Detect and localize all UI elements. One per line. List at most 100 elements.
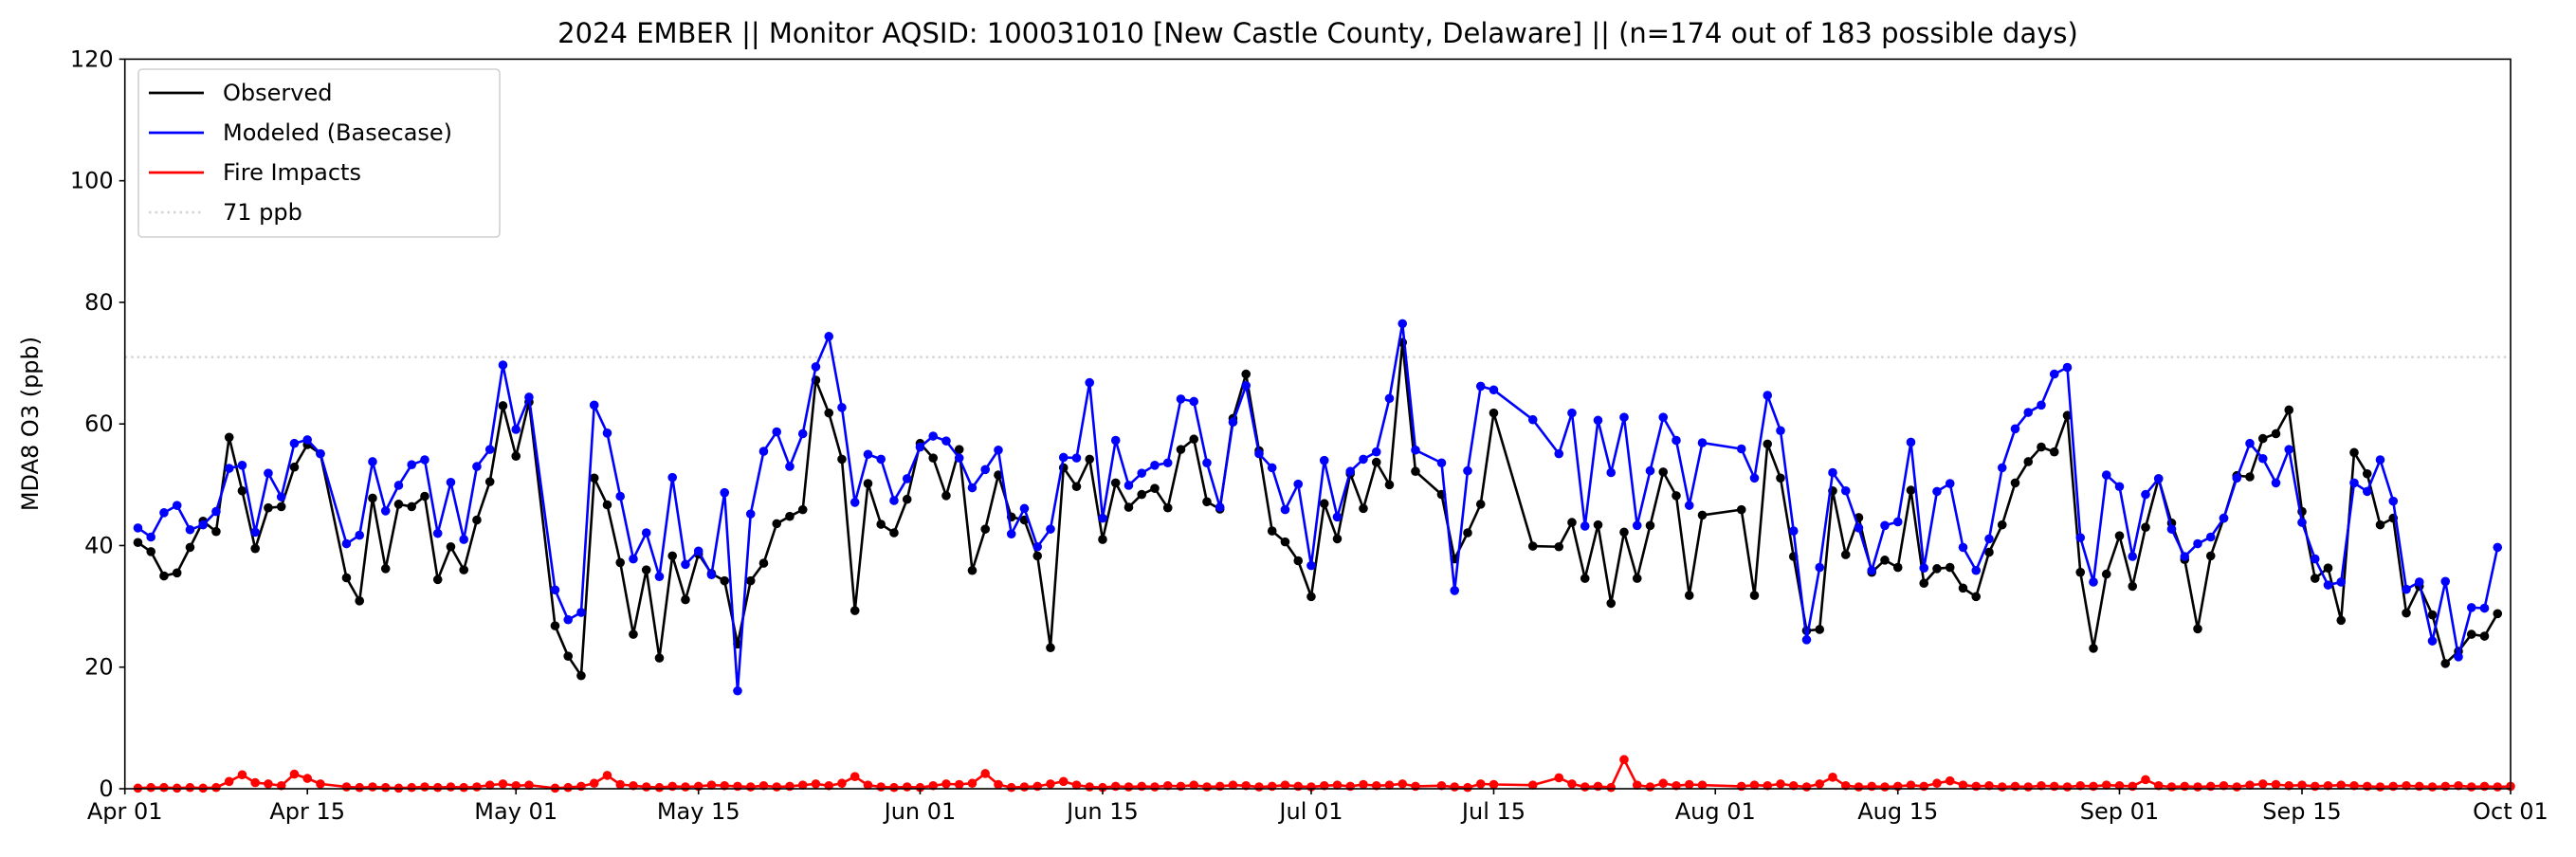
data-point	[1554, 773, 1564, 783]
data-point	[1058, 776, 1069, 787]
data-point	[2023, 408, 2034, 417]
data-point	[185, 542, 195, 553]
data-point	[511, 451, 521, 461]
data-point	[1006, 782, 1016, 793]
data-point	[954, 779, 964, 790]
data-point	[2141, 489, 2150, 500]
data-point	[902, 474, 912, 483]
data-point	[511, 780, 521, 791]
data-point	[1632, 574, 1642, 583]
data-point	[380, 564, 391, 574]
data-point	[264, 502, 273, 513]
data-point	[2232, 782, 2242, 792]
data-point	[1828, 773, 1837, 782]
data-point	[1098, 782, 1107, 793]
x-tick-label: Sep 01	[2080, 798, 2159, 825]
data-point	[2323, 580, 2333, 590]
data-point	[1919, 563, 1929, 573]
data-point	[2023, 457, 2034, 466]
data-point	[2336, 780, 2347, 790]
series-fire-impacts	[133, 755, 2515, 793]
data-point	[2010, 478, 2020, 488]
data-point	[498, 779, 508, 789]
data-point	[1854, 782, 1864, 792]
data-point	[1892, 562, 1903, 573]
data-point	[1436, 458, 1447, 468]
data-point	[2375, 520, 2385, 530]
data-point	[1032, 551, 1043, 561]
data-point	[368, 782, 377, 792]
data-point	[1527, 414, 1538, 425]
data-point	[2128, 581, 2138, 592]
data-point	[733, 685, 742, 696]
data-point	[1971, 592, 1982, 602]
data-point	[2310, 554, 2320, 564]
data-point	[1763, 439, 1773, 449]
data-point	[1228, 417, 1238, 428]
data-point	[2427, 636, 2438, 646]
data-point	[967, 483, 977, 493]
data-point	[341, 782, 352, 792]
data-point	[967, 778, 977, 789]
data-point	[863, 780, 873, 790]
x-tick-label: Apr 01	[87, 798, 163, 825]
data-point	[641, 782, 651, 792]
data-point	[1880, 520, 1890, 531]
data-point	[641, 528, 651, 538]
series-line	[137, 340, 2499, 678]
data-point	[2466, 782, 2476, 792]
data-point	[1046, 524, 1055, 534]
data-point	[1162, 780, 1173, 791]
data-point	[211, 526, 221, 537]
data-point	[316, 448, 325, 459]
data-point	[2493, 782, 2503, 792]
data-point	[629, 554, 638, 564]
data-point	[1984, 780, 1994, 791]
data-point	[407, 782, 417, 793]
data-point	[1098, 513, 1107, 523]
data-point	[2479, 603, 2490, 613]
data-point	[1280, 780, 1290, 790]
data-point	[1006, 529, 1016, 539]
data-point	[1345, 466, 1356, 477]
data-point	[1293, 556, 1304, 566]
data-point	[797, 428, 808, 439]
data-point	[1176, 394, 1186, 404]
data-point	[863, 479, 873, 488]
data-point	[837, 454, 847, 465]
data-point	[681, 782, 690, 792]
data-point	[1306, 592, 1316, 602]
data-point	[2375, 455, 2385, 465]
data-point	[2166, 524, 2177, 534]
data-point	[459, 565, 469, 574]
y-tick-label: 0	[99, 775, 113, 802]
data-point	[824, 408, 834, 418]
data-point	[1319, 455, 1329, 465]
data-point	[1463, 465, 1472, 476]
data-point	[1267, 463, 1277, 473]
data-point	[2245, 438, 2255, 448]
data-point	[459, 782, 469, 793]
data-point	[472, 462, 482, 471]
data-point	[1527, 780, 1538, 790]
data-point	[2166, 782, 2177, 792]
data-point	[1840, 550, 1851, 559]
data-point	[1332, 534, 1343, 544]
data-point	[250, 543, 261, 554]
data-point	[2349, 780, 2359, 791]
data-point	[2037, 780, 2046, 791]
x-axis: Apr 01 Apr 15 May 01 May 15 Jun 01 Jun 15 Jul …	[87, 789, 2549, 825]
data-point	[237, 485, 247, 496]
data-point	[615, 491, 626, 501]
data-point	[2427, 610, 2438, 620]
data-point	[811, 362, 821, 372]
data-point	[720, 575, 730, 586]
data-point	[1749, 780, 1760, 790]
data-point	[316, 779, 325, 789]
data-point	[276, 780, 286, 791]
data-point	[407, 460, 417, 469]
data-point	[1436, 780, 1447, 791]
data-point	[706, 570, 717, 580]
data-point	[1697, 510, 1708, 520]
data-point	[2245, 780, 2255, 790]
